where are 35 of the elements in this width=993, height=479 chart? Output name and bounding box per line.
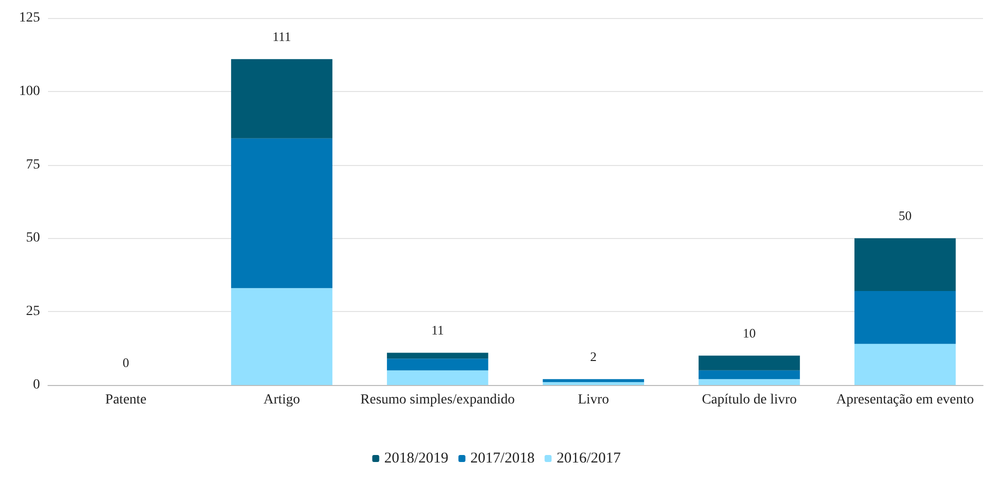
bar <box>854 238 956 292</box>
total-label: 10 <box>742 326 756 341</box>
y-tick-label: 125 <box>19 10 40 26</box>
bar <box>698 356 800 370</box>
bar <box>386 352 488 359</box>
bar <box>386 370 488 385</box>
legend-label: 2016/2017 <box>556 450 622 466</box>
y-tick-label: 25 <box>26 304 40 320</box>
bar <box>542 379 644 382</box>
bar <box>698 370 800 380</box>
bar <box>854 291 956 344</box>
total-label: 50 <box>898 208 912 224</box>
bar <box>542 382 644 385</box>
total-label: 0 <box>122 355 130 370</box>
x-tick-label: Livro <box>578 392 609 408</box>
y-tick-label: 75 <box>26 157 40 172</box>
y-tick-label: 0 <box>33 378 40 392</box>
legend-label: 2017/2018 <box>470 450 535 466</box>
x-tick-label: Apresentação em evento <box>836 392 974 408</box>
y-tick-label: 50 <box>26 230 40 246</box>
x-tick-label: Resumo simples/expandido <box>360 392 515 408</box>
x-tick-label: Capítulo de livro <box>702 392 797 408</box>
bar <box>231 138 332 288</box>
total-label: 111 <box>272 29 292 44</box>
bar <box>231 59 332 138</box>
bar <box>854 344 956 385</box>
bar <box>698 379 800 385</box>
x-tick-label: Artigo <box>263 392 300 408</box>
legend-label: 2018/2019 <box>384 450 448 466</box>
total-label: 2 <box>590 349 597 364</box>
total-label: 11 <box>431 322 444 338</box>
y-tick-label: 100 <box>19 84 40 99</box>
bar <box>231 288 332 385</box>
bar <box>386 358 488 370</box>
x-tick-label: Patente <box>105 392 147 408</box>
